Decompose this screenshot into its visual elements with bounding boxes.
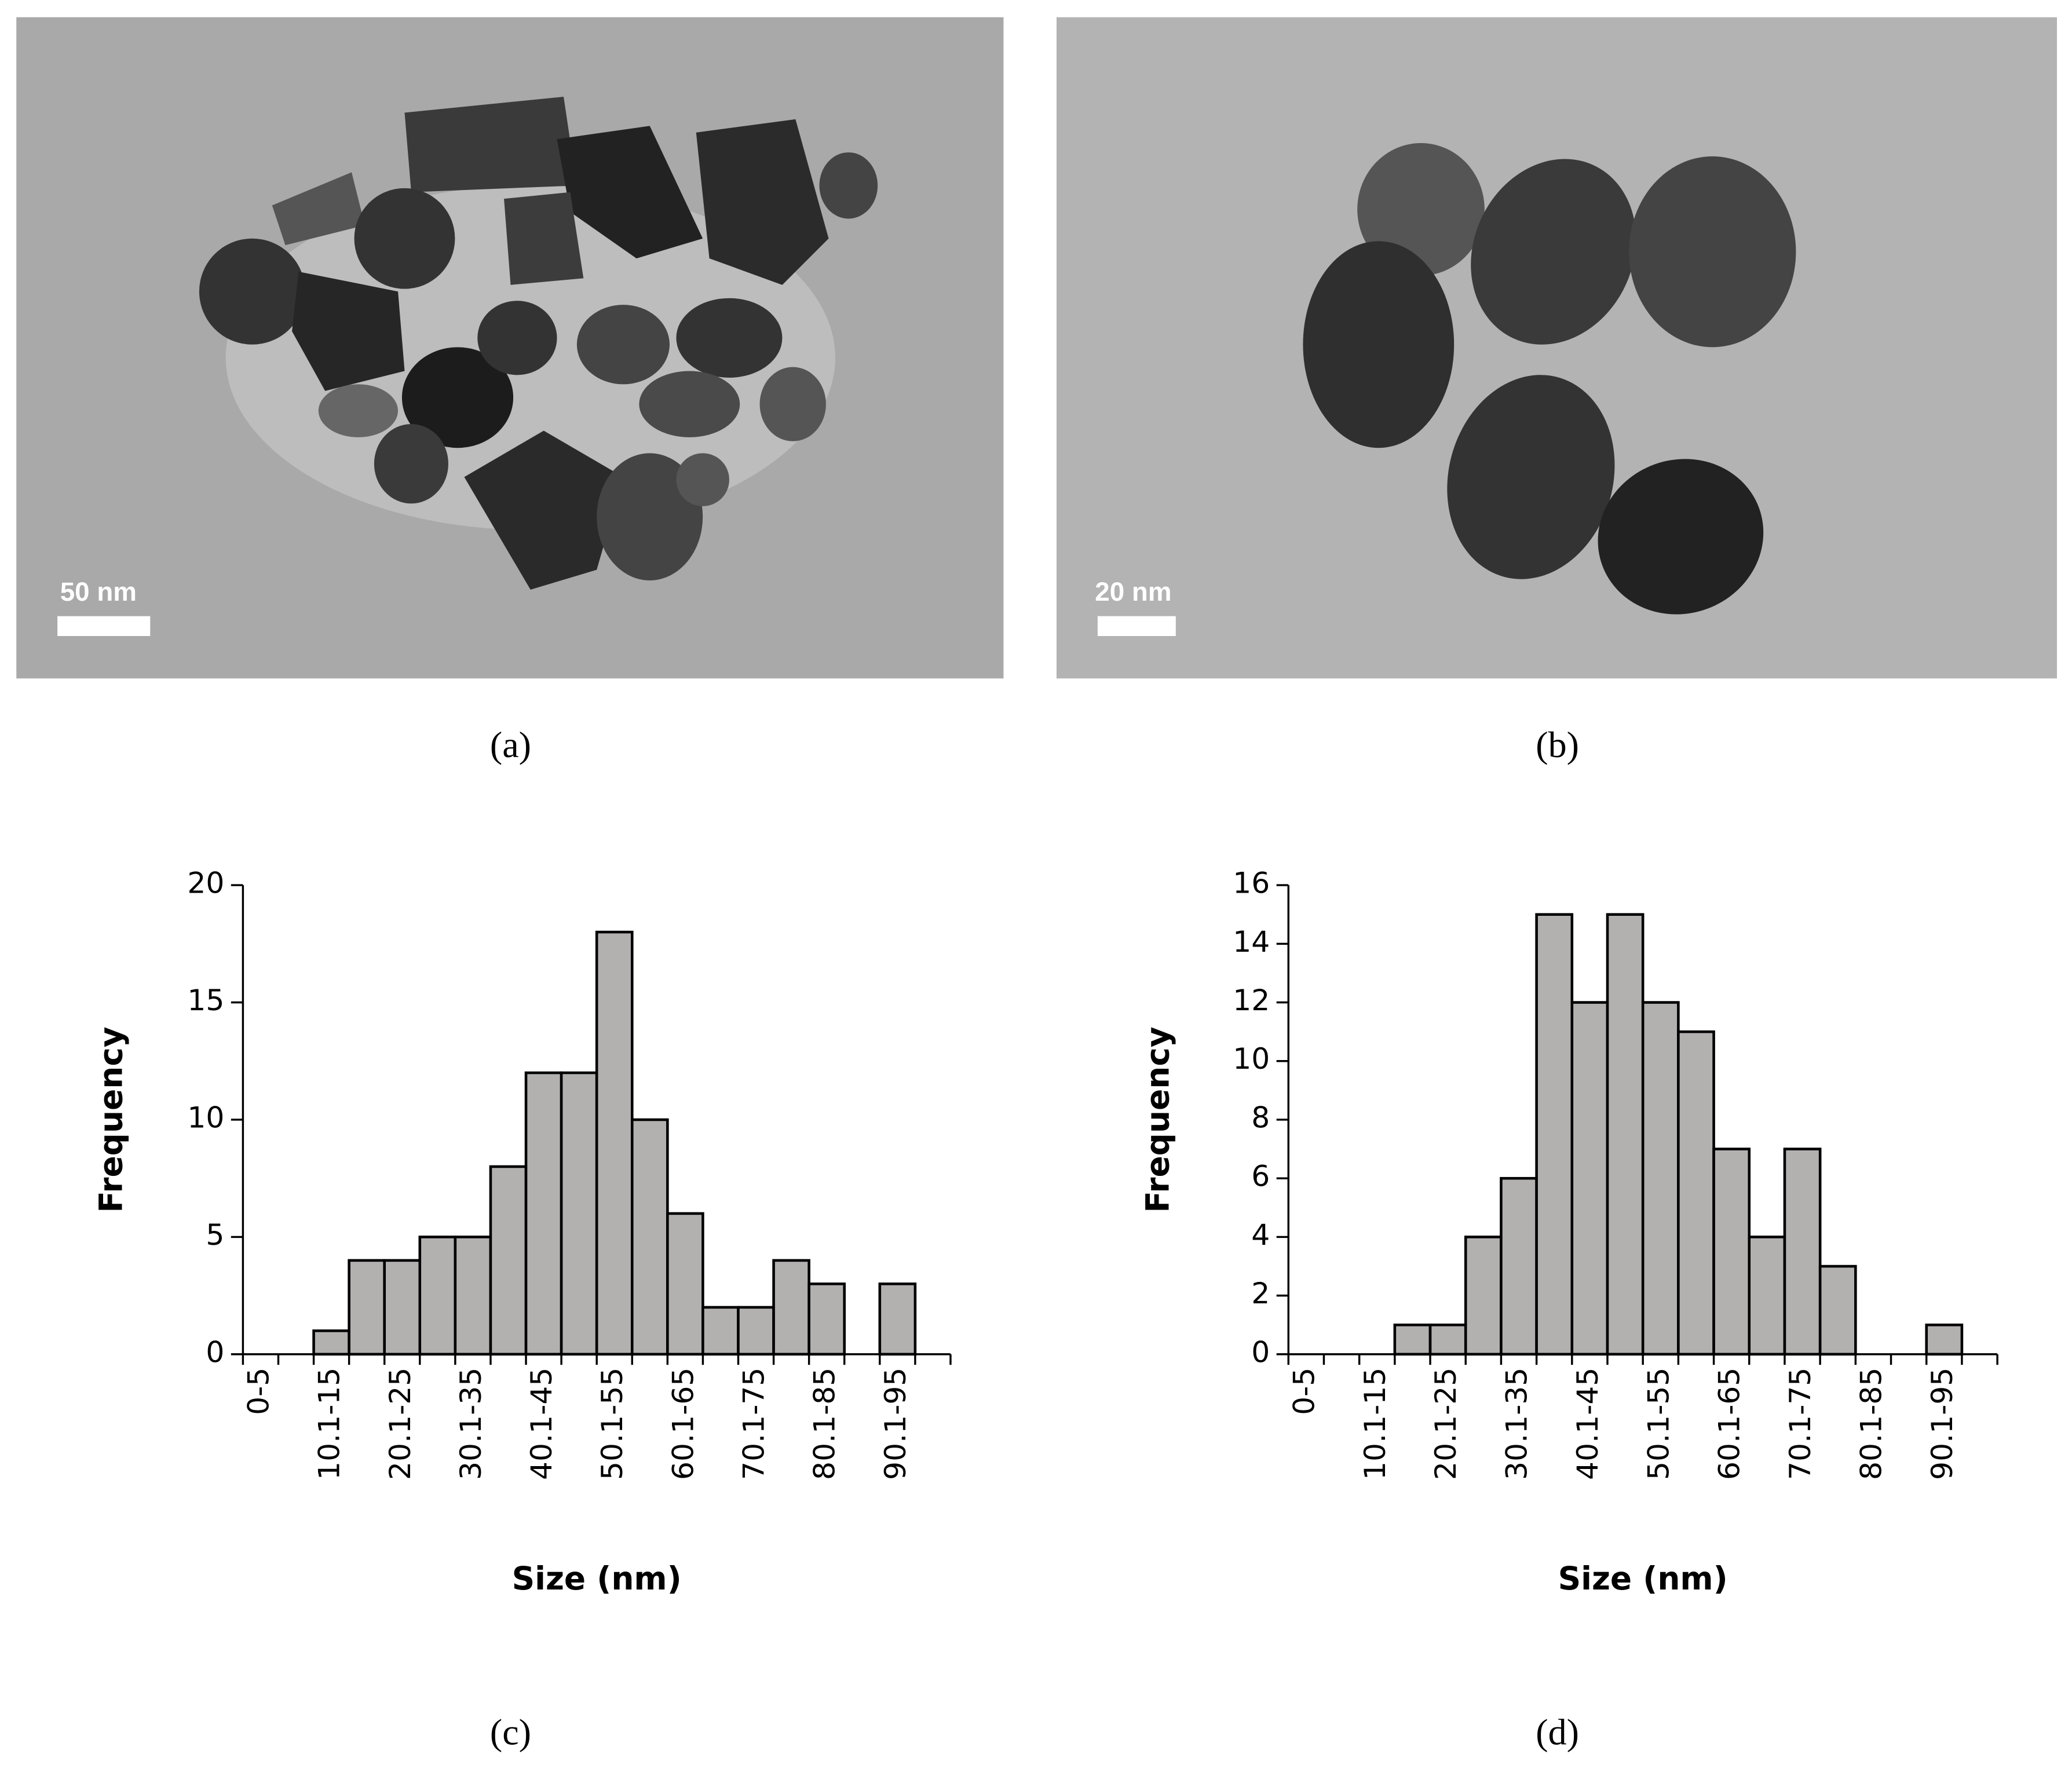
bar	[1818, 1265, 1857, 1356]
bar	[1500, 1176, 1538, 1356]
x-tick-label: 40.1-45	[1570, 1368, 1605, 1480]
x-axis-label: Size (nm)	[512, 1560, 682, 1597]
x-tick-label: 80.1-85	[1854, 1368, 1888, 1480]
bar	[666, 1212, 704, 1356]
x-tick-label: 50.1-55	[595, 1368, 629, 1480]
y-tick-label: 0	[1251, 1335, 1270, 1369]
bar	[878, 1282, 917, 1356]
panel-label: (a)	[490, 724, 531, 765]
bar	[1464, 1236, 1503, 1356]
bar	[772, 1259, 810, 1356]
bar	[418, 1236, 457, 1356]
y-tick-label: 6	[1251, 1159, 1270, 1193]
bar	[1570, 1001, 1609, 1356]
y-tick-label: 8	[1251, 1100, 1270, 1134]
x-tick-label: 70.1-75	[1783, 1368, 1817, 1480]
tem-image-a	[16, 17, 1004, 679]
scale-bar-label: 50 nm	[60, 577, 137, 606]
x-tick-label: 10.1-15	[312, 1368, 346, 1480]
x-axis-label: Size (nm)	[1558, 1560, 1728, 1597]
y-tick-label: 0	[206, 1335, 224, 1369]
y-tick-label: 20	[187, 866, 224, 900]
bar	[737, 1306, 775, 1356]
bar	[1677, 1030, 1715, 1356]
panel-label: (d)	[1536, 1711, 1579, 1752]
y-axis-label: Frequency	[1139, 1026, 1176, 1212]
x-tick-label: 20.1-25	[1428, 1368, 1463, 1480]
x-tick-label: 40.1-45	[524, 1368, 558, 1480]
y-tick-label: 10	[187, 1100, 224, 1134]
y-axis-label: Frequency	[92, 1026, 129, 1212]
y-tick-label: 10	[1233, 1042, 1270, 1076]
y-tick-label: 5	[206, 1218, 224, 1252]
x-tick-label: 0-5	[1287, 1368, 1321, 1415]
y-tick-label: 2	[1251, 1276, 1270, 1310]
panel-label: (b)	[1536, 724, 1579, 765]
bar	[454, 1236, 492, 1356]
x-tick-label: 50.1-55	[1641, 1368, 1675, 1480]
y-tick-label: 4	[1251, 1218, 1270, 1252]
y-tick-label: 15	[187, 983, 224, 1017]
x-tick-label: 70.1-75	[737, 1368, 771, 1480]
bar	[1925, 1323, 1964, 1356]
bar	[1393, 1323, 1432, 1356]
bar	[383, 1259, 422, 1356]
bar	[630, 1118, 669, 1356]
bar	[1535, 913, 1574, 1356]
x-tick-label: 20.1-25	[383, 1368, 417, 1480]
bar	[489, 1165, 528, 1356]
x-tick-label: 30.1-35	[1500, 1368, 1534, 1480]
x-tick-label: 90.1-95	[1925, 1368, 1959, 1480]
bar	[1428, 1323, 1467, 1356]
y-tick-label: 14	[1233, 924, 1270, 959]
x-tick-label: 10.1-15	[1358, 1368, 1392, 1480]
x-tick-label: 0-5	[241, 1368, 275, 1415]
scale-bar-label: 20 nm	[1095, 577, 1171, 606]
bar	[1606, 913, 1645, 1356]
bar	[595, 930, 634, 1356]
bar	[524, 1071, 563, 1356]
bar	[1712, 1148, 1751, 1356]
bar	[312, 1329, 350, 1356]
x-tick-label: 80.1-85	[807, 1368, 842, 1480]
bar	[1783, 1148, 1822, 1356]
x-tick-label: 90.1-95	[878, 1368, 912, 1480]
bar	[348, 1259, 386, 1356]
bar	[1641, 1001, 1680, 1356]
x-tick-label: 60.1-65	[1712, 1368, 1746, 1480]
panel-label: (c)	[490, 1711, 531, 1752]
x-tick-label: 60.1-65	[666, 1368, 700, 1480]
bar	[1748, 1236, 1786, 1356]
bar	[807, 1282, 846, 1356]
x-tick-label: 30.1-35	[454, 1368, 488, 1480]
bar	[560, 1071, 598, 1356]
y-tick-label: 16	[1233, 866, 1270, 900]
tem-image-b	[1056, 17, 2058, 679]
y-tick-label: 12	[1233, 983, 1270, 1017]
bar	[701, 1306, 740, 1356]
